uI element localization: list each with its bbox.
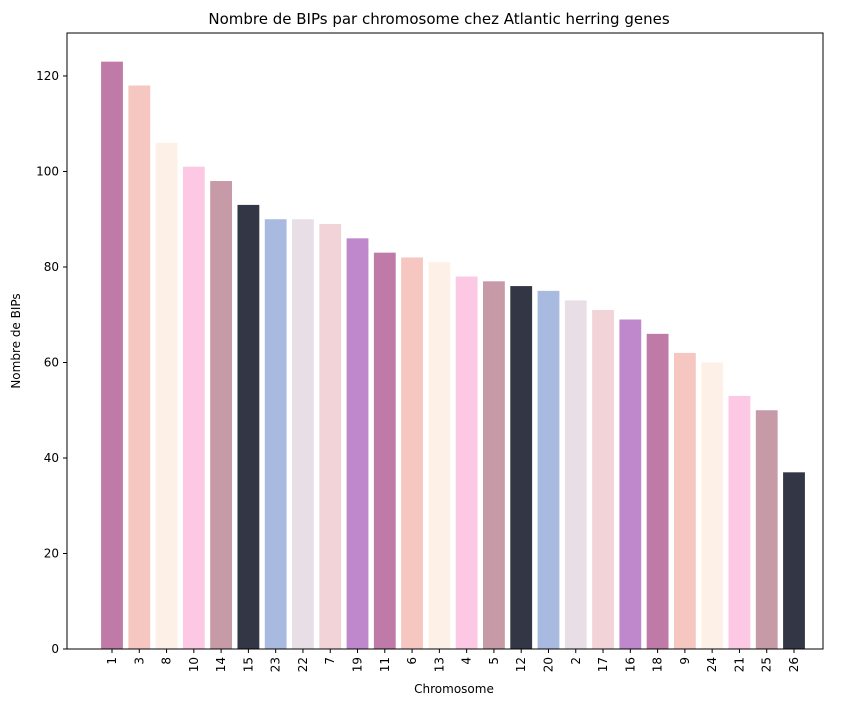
bar-chromosome-26 — [783, 472, 805, 649]
y-tick-label: 80 — [44, 260, 59, 274]
bar-chromosome-25 — [755, 410, 778, 649]
x-tick-label: 7 — [323, 657, 337, 665]
y-tick-label: 0 — [51, 642, 59, 656]
bar-chromosome-16 — [619, 319, 642, 649]
bar-chromosome-17 — [592, 309, 614, 649]
x-tick-label: 2 — [569, 657, 583, 665]
chart-title: Nombre de BIPs par chromosome chez Atlan… — [208, 10, 669, 28]
y-axis-label: Nombre de BIPs — [9, 293, 23, 388]
bar-chromosome-24 — [701, 362, 724, 649]
bar-chromosome-2 — [564, 300, 587, 649]
plot-frame — [66, 32, 824, 650]
x-tick-label: 20 — [541, 657, 555, 672]
y-tick-label: 20 — [44, 546, 59, 560]
bar-chromosome-7 — [319, 224, 342, 649]
bar-chromosome-11 — [373, 252, 396, 649]
x-tick-label: 5 — [487, 657, 501, 665]
bar-chromosome-18 — [646, 333, 669, 649]
x-tick-label: 8 — [160, 657, 174, 665]
x-axis-label: Chromosome — [414, 682, 494, 696]
x-tick-label: 16 — [623, 657, 637, 672]
y-tick-label: 40 — [44, 451, 59, 465]
x-tick-label: 26 — [787, 657, 801, 672]
x-tick-label: 21 — [732, 657, 746, 672]
x-tick-label: 9 — [678, 657, 692, 665]
bar-chromosome-15 — [237, 204, 260, 649]
x-tick-label: 6 — [405, 657, 419, 665]
x-tick-label: 14 — [214, 657, 228, 672]
bar-chromosome-19 — [346, 238, 369, 650]
x-tick-label: 23 — [269, 657, 283, 672]
x-tick-label: 3 — [132, 657, 146, 665]
bar-chromosome-1 — [101, 61, 123, 649]
bar-chromosome-4 — [455, 276, 478, 649]
x-tick-label: 19 — [351, 657, 365, 672]
x-tick-label: 11 — [378, 657, 392, 672]
bar-chromosome-23 — [264, 219, 287, 650]
bar-chromosome-5 — [483, 281, 505, 649]
x-tick-label: 25 — [760, 657, 774, 672]
bar-chromosome-21 — [728, 395, 751, 649]
bar-chromosome-12 — [510, 286, 533, 649]
x-tick-label: 12 — [514, 657, 528, 672]
bar-chromosome-6 — [401, 257, 423, 649]
x-tick-label: 24 — [705, 657, 719, 672]
y-tick-label: 100 — [36, 164, 59, 178]
x-tick-label: 4 — [460, 657, 474, 665]
bar-chromosome-9 — [673, 352, 696, 649]
bar-chromosome-20 — [537, 290, 560, 649]
bar-chromosome-10 — [182, 166, 205, 649]
bar-chromosome-22 — [292, 219, 314, 650]
x-tick-label: 17 — [596, 657, 610, 672]
bar-chromosome-3 — [128, 85, 151, 650]
x-tick-label: 22 — [296, 657, 310, 672]
x-tick-label: 13 — [432, 657, 446, 672]
bar-chromosome-8 — [155, 142, 178, 649]
x-tick-label: 10 — [187, 657, 201, 672]
x-tick-label: 18 — [651, 657, 665, 672]
bar-chromosome-13 — [428, 262, 451, 649]
bar-chromosome-14 — [210, 181, 233, 649]
x-tick-label: 15 — [241, 657, 255, 672]
x-tick-label: 1 — [105, 657, 119, 665]
y-tick-label: 120 — [36, 69, 59, 83]
y-tick-label: 60 — [44, 355, 59, 369]
